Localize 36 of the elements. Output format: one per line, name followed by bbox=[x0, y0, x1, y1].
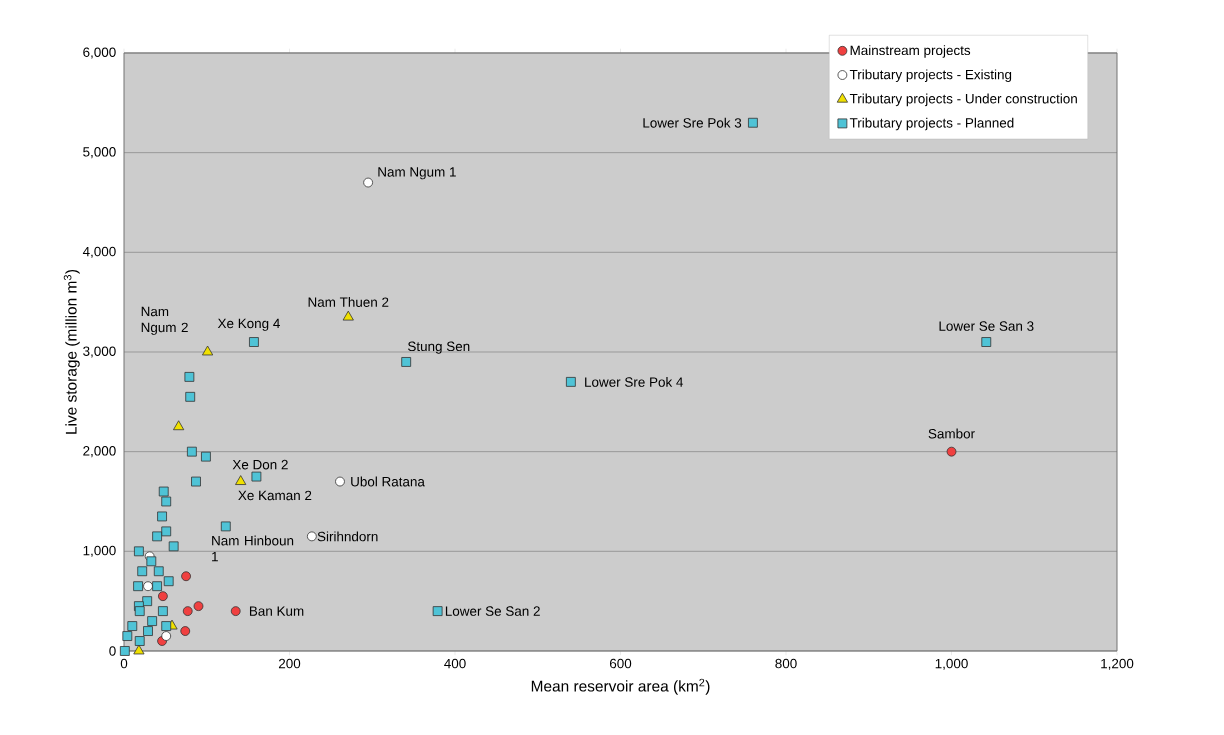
y-tick-label: 4,000 bbox=[82, 246, 116, 258]
x-tick-label: 400 bbox=[444, 658, 466, 669]
x-axis-title: Mean reservoir area (km$^{2}$) bbox=[531, 678, 710, 695]
annotation: Nam Thuen 2 bbox=[308, 297, 389, 307]
y-tick-label: 0 bbox=[109, 646, 116, 656]
annotation: Xe Kaman 2 bbox=[238, 490, 312, 501]
annotation: Lower Se San 3 bbox=[939, 321, 1034, 331]
x-tick-label: 800 bbox=[775, 658, 797, 669]
legend-label: Mainstream projects bbox=[850, 45, 971, 58]
annotation: Nam Ngum 1 bbox=[378, 167, 456, 180]
y-tick-label: 1,000 bbox=[83, 545, 116, 557]
annotation: Ubol Ratana bbox=[351, 476, 425, 487]
y-tick-label: 3,000 bbox=[83, 346, 116, 358]
annotation: Sirihndorn bbox=[317, 531, 378, 542]
annotation: Lower Se San 2 bbox=[445, 606, 540, 616]
annotation: Nam Ngum 2 bbox=[141, 306, 188, 335]
annotation: Xe Kong 4 bbox=[217, 318, 280, 331]
annotation: Stung Sen bbox=[407, 341, 470, 354]
y-axis-title: Live storage (million m$^{3}$) bbox=[63, 269, 80, 434]
y-tick-label: 5,000 bbox=[83, 147, 116, 159]
x-tick-label: 1,200 bbox=[1101, 658, 1134, 670]
annotation: Ban Kum bbox=[249, 606, 304, 616]
y-tick-label: 6,000 bbox=[83, 47, 116, 59]
legend-label: Tributary projects - Planned bbox=[849, 117, 1014, 131]
y-tick-label: 2,000 bbox=[83, 446, 116, 458]
x-tick-label: 1,000 bbox=[935, 658, 968, 670]
legend-label: Tributary projects - Existing bbox=[849, 69, 1012, 82]
x-tick-label: 600 bbox=[609, 658, 632, 669]
annotation: Sambor bbox=[928, 428, 975, 439]
annotation: Lower Sre Pok 3 bbox=[643, 117, 742, 128]
annotation: Xe Don 2 bbox=[232, 459, 288, 470]
x-tick-label: 200 bbox=[278, 658, 301, 669]
x-tick-label: 0 bbox=[120, 658, 128, 669]
annotation: Nam Hinboun 1 bbox=[212, 535, 294, 562]
legend-label: Tributary projects - Under construction bbox=[849, 93, 1077, 107]
annotation: Lower Sre Pok 4 bbox=[585, 376, 684, 387]
